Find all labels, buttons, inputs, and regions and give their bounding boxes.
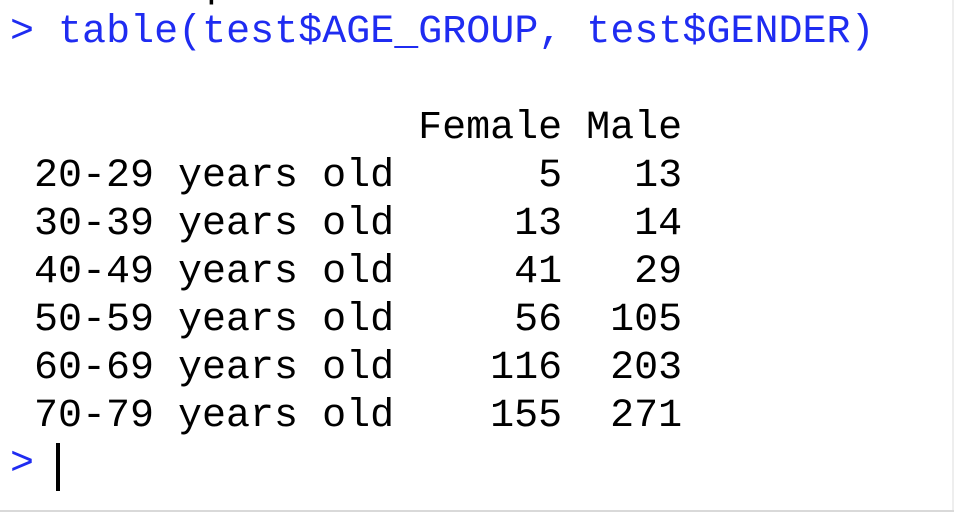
table-header: Female Male — [10, 105, 682, 153]
table-row-text: 20-29 years old 5 13 — [34, 154, 683, 199]
table-row-text: 40-49 years old 41 29 — [34, 250, 683, 295]
table-row: 60-69 years old 116 203 — [10, 345, 682, 393]
table-row-text: 60-69 years old 116 203 — [34, 346, 683, 391]
command-line: > table(test$AGE GROUP, test$GENDER) — [10, 9, 875, 57]
table-row: 20-29 years old 5 13 — [10, 153, 682, 201]
text-cursor[interactable] — [56, 443, 60, 491]
table-row: 70-79 years old 155 271 — [10, 393, 682, 441]
table-row: 30-39 years old 13 14 — [10, 201, 682, 249]
current-prompt: > — [10, 442, 35, 487]
console-right-edge — [952, 0, 954, 510]
table-row: 40-49 years old 41 29 — [10, 249, 682, 297]
table-row: 50-59 years old 56 105 — [10, 297, 682, 345]
command-text: table(test$AGE GROUP, test$GENDER) — [58, 10, 875, 55]
previous-line-fragment: p — [206, 0, 230, 11]
table-row-text: 70-79 years old 155 271 — [34, 394, 683, 439]
console-bottom-border — [0, 510, 954, 512]
table-row-text: 50-59 years old 56 105 — [34, 298, 683, 343]
table-row-text: 30-39 years old 13 14 — [34, 202, 683, 247]
table-header-text: Female Male — [34, 106, 683, 151]
command-prompt: > — [10, 10, 35, 55]
